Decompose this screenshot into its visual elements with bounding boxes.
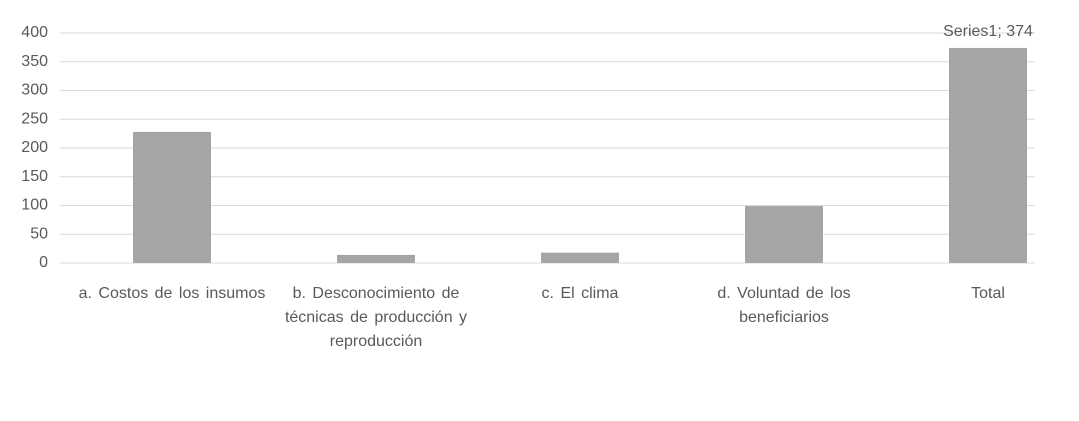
y-tick-label: 50: [30, 225, 48, 242]
data-label: Series1; 374: [943, 23, 1033, 40]
y-tick-label: 400: [21, 24, 48, 41]
bar: [133, 131, 211, 263]
x-tick-label: a. Costos de los insumos: [78, 285, 266, 302]
bar: [745, 206, 823, 263]
y-tick-label: 350: [21, 53, 48, 70]
y-tick-label: 250: [21, 110, 48, 127]
y-tick-label: 200: [21, 139, 48, 156]
bar: [337, 254, 415, 263]
x-tick-label: d. Voluntad de los beneficiarios: [717, 285, 851, 326]
x-tick-label: b. Desconocimiento de técnicas de produc…: [284, 285, 468, 350]
x-tick-label: Total: [971, 285, 1005, 302]
y-tick-label: 150: [21, 168, 48, 185]
bar: [949, 47, 1027, 264]
y-tick-label: 100: [21, 197, 48, 214]
x-tick-label: c. El clima: [541, 285, 619, 302]
bar: [541, 252, 619, 263]
y-tick-label: 0: [39, 254, 48, 271]
y-tick-label: 300: [21, 82, 48, 99]
